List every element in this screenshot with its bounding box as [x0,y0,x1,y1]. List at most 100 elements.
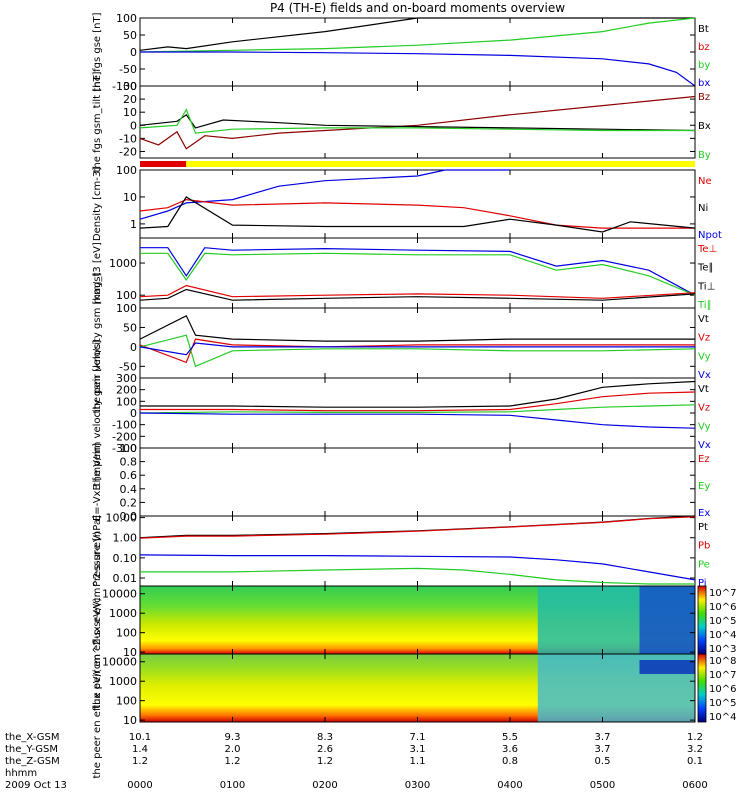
ephemeris-value: 5.5 [502,732,518,743]
y-tick-label: -300 [112,442,137,455]
legend-entry: Ti∥ [697,300,712,311]
y-tick-label: 1.0 [120,442,138,455]
series-Te∥ [139,288,696,301]
legend-entry: by [698,60,710,71]
series-Te⊥ [139,284,696,299]
y-tick-label: 10000 [102,588,137,601]
series-By [139,108,695,134]
legend-entry: bx [698,78,710,89]
colorbar-tick: 10^5 [709,698,736,709]
colorbar-tick: 10^6 [709,684,736,695]
mode-bar-slow [186,161,695,167]
legend-entry: By [698,150,711,161]
y-tick-label: -10 [119,132,137,145]
y-tick-label: 100 [116,627,137,640]
y-tick-label: 10000 [102,656,137,669]
y-tick-label: 10 [123,106,137,119]
ephemeris-label: the_Z-GSM [5,756,60,767]
y-tick-label: 1000 [109,607,137,620]
ephemeris-value: 2.6 [317,744,333,755]
legend-entry: Vt [698,314,709,325]
y-axis-label: the peim velocity gsm [km/s] [92,340,103,487]
colorbar-tick: 10^4 [709,630,736,641]
series-bx [140,51,696,87]
time-tick-label: 0100 [220,780,245,791]
panel-6 [139,377,696,449]
colorbar-tick: 10^3 [709,644,736,655]
y-tick-label: 100 [116,302,137,315]
series-Pb [139,516,696,539]
series-Vx [139,342,695,356]
ephemeris-value: 1.2 [687,732,703,743]
ephemeris-value: 1.2 [317,756,333,767]
ephemeris-value: 1.2 [225,756,241,767]
ephemeris-value: 3.7 [595,732,611,743]
legend-entry: Ex [698,508,710,519]
y-tick-label: 0.2 [120,496,138,509]
ephemeris-value: 3.1 [410,744,426,755]
legend-entry: Pb [698,541,710,552]
y-tick-label: 0.6 [120,469,138,482]
y-tick-label: 100 [116,289,137,302]
ephemeris-value: 3.7 [595,744,611,755]
y-tick-label: 200 [116,384,137,397]
ephemeris-label: hhmm [5,768,37,779]
legend-entry: Ey [698,481,710,492]
y-tick-label: 1.00 [113,532,138,545]
time-tick-label: 0600 [682,780,707,791]
colorbar [697,653,707,723]
y-tick-label: 50 [123,321,137,334]
colorbar-tick: 10^6 [709,602,736,613]
series-Vy [139,334,696,368]
y-axis-label: the fgs gse [nT] [92,12,103,91]
panel-9 [139,585,707,655]
series-Pi [139,554,696,581]
y-axis-label: the peer en eflux eV/(cm^2-s-sr-eV) [92,597,103,778]
ephemeris-value: 9.3 [225,732,241,743]
legend-entry: Npot [698,230,722,241]
time-tick-label: 0200 [312,780,337,791]
legend-entry: Pi [698,578,707,589]
legend-entry: Vy [698,421,711,432]
ephemeris-value: 0.8 [502,756,518,767]
y-tick-label: -50 [119,63,137,76]
y-tick-label: 30 [123,80,137,93]
legend-entry: Vz [698,333,710,344]
figure-title: P4 (TH-E) fields and on-board moments ov… [269,1,566,15]
series-Pe [140,567,695,585]
colorbar-tick: 10^5 [709,616,736,627]
y-tick-label: 50 [123,29,137,42]
time-tick-label: 0000 [127,780,152,791]
panel-1 [139,17,696,87]
y-tick-label: -20 [119,145,137,158]
legend-entry: Bt [698,24,709,35]
series-Vt [139,314,695,342]
y-tick-label: 10 [123,714,137,727]
panel-frame [139,515,696,587]
y-tick-label: 100 [116,12,137,25]
series-Ni [139,196,696,233]
y-tick-label: 10 [123,191,137,204]
series-Bx [139,113,696,132]
panel-frame [139,447,696,517]
series-Ti∥ [140,252,696,296]
legend-entry: Ez [698,454,710,465]
y-tick-label: 1000 [109,257,137,270]
date-label: 2009 Oct 13 [5,780,67,791]
spectrogram-dark-region [639,586,695,654]
y-tick-label: -50 [119,360,137,373]
series-Ne [139,198,695,229]
colorbar-tick: 10^4 [709,712,736,723]
y-tick-label: 0.10 [113,552,138,565]
y-tick-label: 0 [130,407,137,420]
y-tick-label: -100 [112,419,137,432]
series-Bz [139,95,696,150]
panel-5 [139,307,696,379]
colorbar [697,585,707,655]
mode-bar-fast [140,161,187,167]
y-tick-label: 100 [116,695,137,708]
panel-4 [139,237,696,309]
ephemeris-value: 3.6 [502,744,518,755]
